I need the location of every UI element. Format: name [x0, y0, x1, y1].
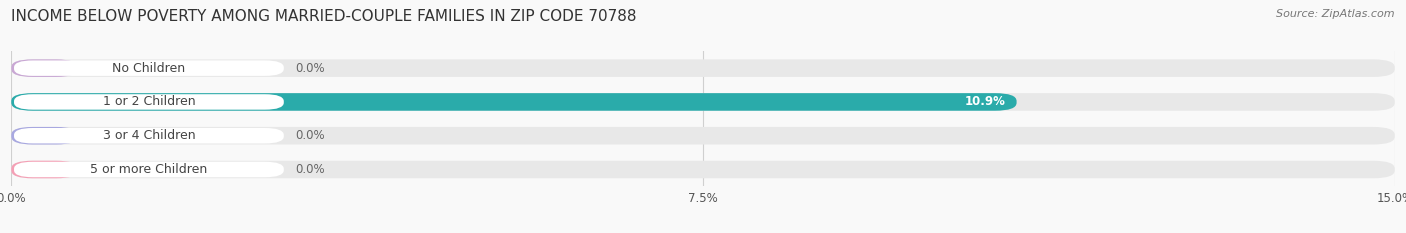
FancyBboxPatch shape	[14, 94, 284, 110]
FancyBboxPatch shape	[11, 93, 1395, 111]
Text: 5 or more Children: 5 or more Children	[90, 163, 208, 176]
Text: 0.0%: 0.0%	[295, 163, 325, 176]
FancyBboxPatch shape	[11, 161, 77, 178]
FancyBboxPatch shape	[11, 127, 1395, 144]
FancyBboxPatch shape	[11, 59, 1395, 77]
FancyBboxPatch shape	[11, 127, 77, 144]
FancyBboxPatch shape	[11, 161, 1395, 178]
Text: INCOME BELOW POVERTY AMONG MARRIED-COUPLE FAMILIES IN ZIP CODE 70788: INCOME BELOW POVERTY AMONG MARRIED-COUPL…	[11, 9, 637, 24]
Text: Source: ZipAtlas.com: Source: ZipAtlas.com	[1277, 9, 1395, 19]
FancyBboxPatch shape	[14, 128, 284, 144]
Text: 3 or 4 Children: 3 or 4 Children	[103, 129, 195, 142]
FancyBboxPatch shape	[14, 60, 284, 76]
Text: 1 or 2 Children: 1 or 2 Children	[103, 96, 195, 108]
Text: 0.0%: 0.0%	[295, 129, 325, 142]
Text: 10.9%: 10.9%	[965, 96, 1005, 108]
FancyBboxPatch shape	[11, 59, 77, 77]
Text: No Children: No Children	[112, 62, 186, 75]
FancyBboxPatch shape	[11, 93, 1017, 111]
Text: 0.0%: 0.0%	[295, 62, 325, 75]
FancyBboxPatch shape	[14, 162, 284, 177]
